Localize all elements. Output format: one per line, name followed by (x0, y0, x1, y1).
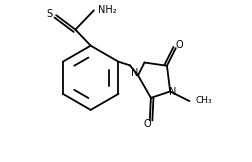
Text: NH₂: NH₂ (98, 5, 116, 15)
Text: S: S (46, 9, 53, 19)
Text: O: O (176, 40, 184, 50)
Text: O: O (144, 119, 151, 129)
Text: N: N (132, 69, 139, 78)
Text: N: N (169, 87, 177, 97)
Text: CH₃: CH₃ (195, 96, 212, 105)
